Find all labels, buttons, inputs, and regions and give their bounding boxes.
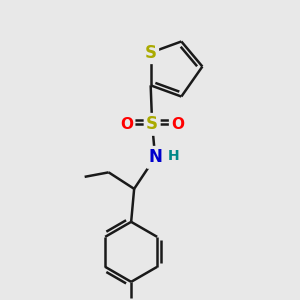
Text: H: H [167, 149, 179, 163]
Text: O: O [120, 117, 133, 132]
Text: S: S [146, 115, 158, 133]
Text: O: O [171, 117, 184, 132]
Text: N: N [148, 148, 162, 166]
Text: S: S [145, 44, 157, 62]
